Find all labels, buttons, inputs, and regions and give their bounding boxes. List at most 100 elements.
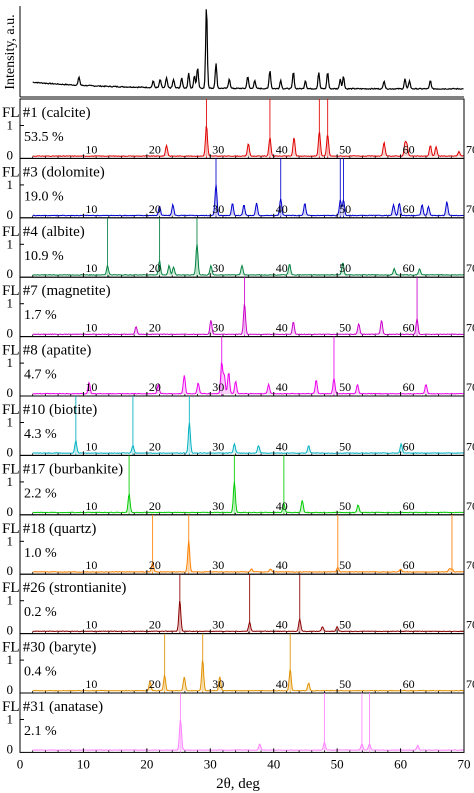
panel-tick-label: 40 [276, 261, 288, 275]
phase-percent: 2.1 % [24, 724, 57, 739]
panel-tick-label: 50 [339, 142, 351, 156]
panel-tick-label: 50 [339, 380, 351, 394]
panel-tick-label: 10 [85, 558, 97, 572]
panel-tick-label: 70 [466, 202, 474, 216]
panel-tick-label: 10 [85, 380, 97, 394]
phase-panel: 1020304050607010FL #1 (calcite)53.5 % [2, 98, 474, 162]
panel-tick-label: 30 [212, 321, 224, 335]
phase-panel: 1020304050607010FL #8 (apatite)4.7 % [2, 336, 474, 400]
phase-percent: 53.5 % [24, 130, 64, 145]
panel-tick-label: 20 [149, 380, 161, 394]
phase-pattern-fill [32, 719, 464, 751]
y-tick-label: 1 [7, 118, 14, 133]
y-tick-label: 1 [7, 355, 14, 370]
phase-panels: 1020304050607010FL #1 (calcite)53.5 %102… [2, 98, 474, 756]
phase-percent: 4.3 % [24, 427, 57, 442]
phase-pattern-line [32, 244, 464, 276]
phase-percent: 10.9 % [24, 249, 64, 264]
y-tick-label: 1 [7, 296, 14, 311]
x-tick-label: 70 [458, 756, 471, 771]
y-tick-label: 1 [7, 415, 14, 430]
panel-tick-label: 70 [466, 439, 474, 453]
panel-tick-label: 30 [212, 380, 224, 394]
phase-label: FL #30 (baryte) [2, 640, 96, 656]
panel-tick-label: 40 [276, 439, 288, 453]
panel-tick-label: 70 [466, 558, 474, 572]
phase-pattern-line [32, 304, 464, 336]
panel-tick-label: 50 [339, 558, 351, 572]
y-tick-label: 1 [7, 236, 14, 251]
phase-panel: 1020304050607010FL #7 (magnetite)1.7 % [2, 276, 474, 341]
x-tick-label: 50 [331, 756, 344, 771]
panel-tick-label: 70 [466, 618, 474, 632]
panel-tick-label: 10 [85, 261, 97, 275]
y-tick-label: 1 [7, 712, 14, 727]
panel-tick-label: 10 [85, 618, 97, 632]
phase-pattern-line [32, 719, 464, 752]
x-axis-label: 2θ, deg [216, 776, 260, 792]
panel-tick-label: 50 [339, 261, 351, 275]
panel-tick-label: 30 [212, 142, 224, 156]
panel-tick-label: 60 [403, 321, 415, 335]
phase-percent: 1.7 % [24, 308, 57, 323]
phase-pattern-line [32, 422, 464, 455]
panel-tick-label: 30 [212, 261, 224, 275]
y-tick-label: 1 [7, 652, 14, 667]
panel-tick-label: 30 [212, 499, 224, 513]
panel-tick-label: 30 [212, 202, 224, 216]
panel-tick-label: 20 [149, 677, 161, 691]
phase-label: FL #8 (apatite) [2, 343, 91, 359]
phase-pattern-line [32, 600, 464, 633]
phase-panel: 1020304050607010FL #26 (strontianite)0.2… [2, 573, 474, 638]
panel-tick-label: 70 [466, 142, 474, 156]
panel-tick-label: 30 [212, 618, 224, 632]
panel-tick-label: 20 [149, 499, 161, 513]
panel-tick-label: 60 [403, 380, 415, 394]
panel-tick-label: 40 [276, 202, 288, 216]
panel-tick-label: 40 [276, 499, 288, 513]
panel-frame [19, 692, 465, 753]
panel-tick-label: 40 [276, 380, 288, 394]
panel-tick-label: 50 [339, 439, 351, 453]
panel-tick-label: 60 [403, 439, 415, 453]
panel-tick-label: 10 [85, 499, 97, 513]
y-axis-label: Intensity, a.u. [3, 14, 18, 89]
phase-pattern-fill [32, 126, 464, 157]
phase-label: FL #4 (albite) [2, 224, 85, 240]
y-tick-label: 0 [7, 266, 14, 281]
phase-percent: 0.4 % [24, 665, 57, 680]
panel-tick-label: 60 [403, 261, 415, 275]
y-tick-label: 0 [7, 623, 14, 638]
y-tick-label: 0 [7, 563, 14, 578]
phase-label: FL #7 (magnetite) [2, 283, 111, 299]
panel-tick-label: 60 [403, 558, 415, 572]
panel-tick-label: 40 [276, 618, 288, 632]
panel-tick-label: 70 [466, 380, 474, 394]
overview-panel [19, 6, 464, 98]
panel-tick-label: 30 [212, 677, 224, 691]
x-tick-label: 30 [204, 756, 217, 771]
x-tick-label: 10 [77, 756, 90, 771]
panel-tick-label: 70 [466, 321, 474, 335]
phase-panel: 1020304050607010FL #30 (baryte)0.4 % [2, 633, 474, 697]
x-tick-label: 20 [140, 756, 153, 771]
panel-tick-label: 50 [339, 321, 351, 335]
phase-pattern-line [32, 361, 464, 395]
y-tick-label: 1 [7, 533, 14, 548]
panel-tick-label: 70 [466, 677, 474, 691]
panel-tick-label: 20 [149, 321, 161, 335]
panel-tick-label: 10 [85, 202, 97, 216]
panel-tick-label: 10 [85, 142, 97, 156]
phase-label: FL #10 (biotite) [2, 402, 97, 418]
y-tick-label: 0 [7, 207, 14, 222]
y-tick-label: 0 [7, 504, 14, 519]
panel-tick-label: 50 [339, 677, 351, 691]
panel-tick-label: 70 [466, 499, 474, 513]
overview-pattern-line [32, 9, 464, 91]
phase-panel: 1020304050607010FL #4 (albite)10.9 % [2, 217, 474, 281]
phase-pattern-line [32, 125, 464, 158]
phase-panel: 1020304050607010FL #10 (biotite)4.3 % [2, 395, 474, 459]
phase-label: FL #26 (strontianite) [2, 580, 126, 596]
panel-tick-label: 60 [403, 202, 415, 216]
